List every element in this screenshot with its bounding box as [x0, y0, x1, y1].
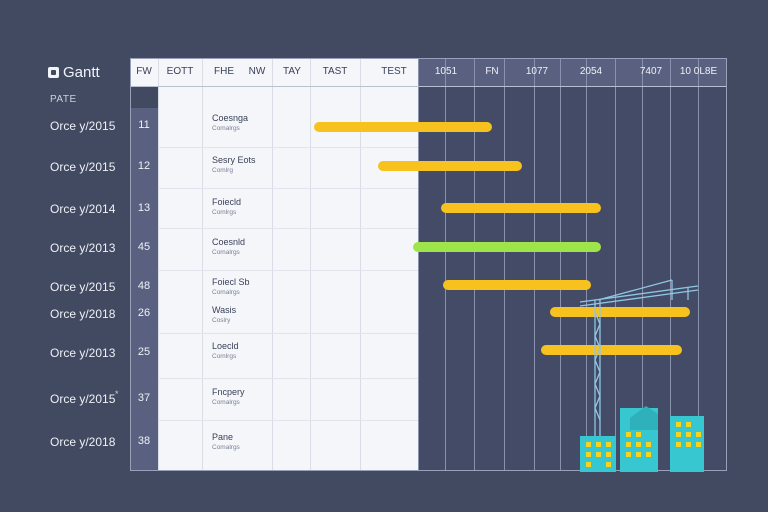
task-category: Comalrgs [212, 125, 240, 132]
chart-border [130, 58, 727, 471]
timeline-header [418, 58, 727, 86]
timeline-header-cell[interactable]: FN [485, 66, 499, 77]
task-name: Loecld [212, 341, 239, 351]
task-row[interactable]: Foiecld Comlrgs [212, 197, 241, 217]
app-title-text: Gantt [63, 64, 100, 81]
row-date: Orce y/2015 [50, 119, 116, 133]
task-id: 12 [137, 160, 151, 172]
gantt-chart: FW EOTT FHE NW TAY TAST TEST 1051 FN 107… [130, 58, 727, 471]
task-id: 13 [137, 202, 151, 214]
task-row[interactable]: Coesnld Comalrgs [212, 237, 245, 257]
row-date: Orce y/2018 [50, 307, 116, 321]
task-bar[interactable] [441, 203, 601, 213]
task-name: Fncpery [212, 387, 245, 397]
task-row[interactable]: Sesry Eots Comlrg [212, 155, 256, 175]
task-category: Comlrgs [212, 353, 237, 360]
task-name: Foiecl Sb [212, 277, 250, 287]
task-id: 25 [137, 346, 151, 358]
task-row[interactable]: Foiecl Sb Comalrgs [212, 277, 250, 297]
section-label: PATE [50, 94, 77, 105]
task-id: 26 [137, 307, 151, 319]
task-id: 37 [137, 392, 151, 404]
task-bar[interactable] [541, 345, 682, 355]
task-row[interactable]: Wasis Coslry [212, 305, 236, 325]
task-bar[interactable] [413, 242, 601, 252]
row-date: Orce y/2014 [50, 202, 116, 216]
task-category: Comlrg [212, 167, 233, 174]
row-date: Orce y/2018 [50, 435, 116, 449]
column-header[interactable]: EOTT [166, 66, 194, 77]
column-header[interactable]: FHE [214, 66, 234, 77]
task-name: Sesry Eots [212, 155, 256, 165]
task-id: 11 [138, 119, 150, 131]
row-date: Orce y/2015 [50, 392, 116, 406]
task-category: Comalrgs [212, 399, 240, 406]
row-date: Orce y/2013 [50, 241, 116, 255]
timeline-header-cell[interactable]: 7407 [639, 66, 663, 77]
task-name: Coesnld [212, 237, 246, 247]
row-marker: * [115, 389, 119, 399]
id-column [130, 108, 158, 471]
task-id: 45 [137, 241, 151, 253]
task-row[interactable]: Coesnga Comalrgs [212, 113, 248, 133]
timeline-header-cell[interactable]: 1077 [525, 66, 549, 77]
task-bar[interactable] [378, 161, 522, 171]
id-column-header [130, 58, 158, 86]
timeline-header-cell[interactable]: 10 0L8E [679, 66, 718, 77]
task-name: Coesnga [212, 113, 249, 123]
task-category: Comalrgs [212, 289, 240, 296]
row-date: Orce y/2015 [50, 160, 116, 174]
column-header[interactable]: FW [136, 66, 152, 77]
task-name: Pane [212, 432, 234, 442]
task-id: 38 [137, 435, 151, 447]
gantt-logo-icon [48, 67, 59, 78]
task-category: Comalrgs [212, 444, 240, 451]
task-name: Wasis [212, 305, 237, 315]
task-row[interactable]: Fncpery Comalrgs [212, 387, 245, 407]
column-header[interactable]: NW [248, 66, 266, 77]
task-category: Coslry [212, 317, 231, 324]
column-header[interactable]: TAST [322, 66, 348, 77]
task-category: Comalrgs [212, 249, 240, 256]
row-date: Orce y/2013 [50, 346, 116, 360]
task-bar[interactable] [314, 122, 492, 132]
task-row[interactable]: Loecld Comlrgs [212, 341, 239, 361]
task-bar[interactable] [443, 280, 591, 290]
column-header[interactable]: TEST [381, 66, 407, 77]
timeline-header-cell[interactable]: 1051 [434, 66, 458, 77]
task-row[interactable]: Pane Comalrgs [212, 432, 240, 452]
app-title: Gantt [48, 64, 100, 81]
task-category: Comlrgs [212, 209, 237, 216]
task-bar[interactable] [550, 307, 690, 317]
row-date: Orce y/2015 [50, 280, 116, 294]
timeline-header-cell[interactable]: 2054 [579, 66, 603, 77]
column-header[interactable]: TAY [283, 66, 301, 77]
task-name: Foiecld [212, 197, 242, 207]
task-id: 48 [137, 280, 151, 292]
